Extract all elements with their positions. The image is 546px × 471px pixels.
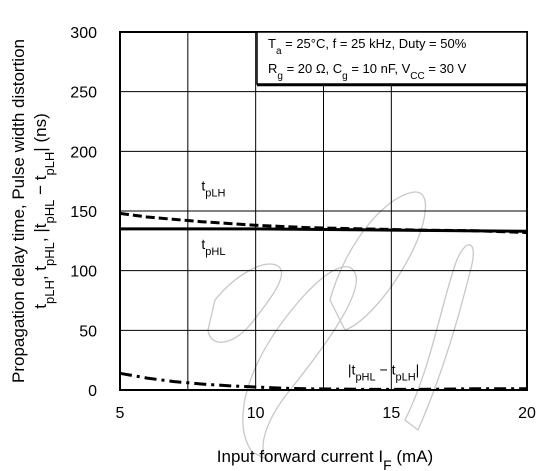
- watermark-shape: [207, 263, 283, 343]
- conditions-line-1: Ta = 25°C, f = 25 kHz, Duty = 50%: [268, 36, 467, 57]
- y-tick-label: 200: [70, 144, 97, 161]
- series-line-1: [120, 227, 528, 233]
- y-tick-label: 250: [70, 85, 97, 102]
- watermark-shape: [242, 266, 357, 461]
- series-label-1: tpHL: [201, 236, 225, 258]
- y-tick-label: 150: [70, 204, 97, 221]
- tick-labels: 0 50 100 150 200 250 300 5 10 15 20: [70, 25, 536, 422]
- y-tick-label: 50: [79, 323, 97, 340]
- y-tick-label: 0: [88, 383, 97, 400]
- x-tick-label: 15: [382, 405, 400, 422]
- x-axis-label: Input forward current IF (mA): [217, 447, 433, 471]
- x-tick-label: 20: [518, 405, 536, 422]
- axis-labels: Input forward current IF (mA) Propagation…: [9, 39, 433, 471]
- conditions-line-2: Rg = 20 Ω, Cg = 10 nF, VCC = 30 V: [268, 61, 467, 82]
- y-tick-label: 300: [70, 25, 97, 42]
- y-axis-label-line-2: tpLH, tpHL, |tpHL − tpLH| (ns): [31, 113, 57, 308]
- x-tick-label: 5: [116, 405, 125, 422]
- x-tick-label: 10: [247, 405, 265, 422]
- series-label-2: |tpHL − tpLH|: [348, 361, 419, 383]
- series-label-0: tpLH: [201, 178, 225, 200]
- watermark-shape: [404, 244, 474, 432]
- watermark: [207, 191, 474, 461]
- grid: [120, 32, 527, 390]
- watermark-shape: [329, 191, 427, 331]
- y-axis-label-line-1: Propagation delay time, Pulse width dist…: [9, 39, 28, 383]
- series-labels: tpLH tpHL |tpHL − tpLH|: [201, 178, 419, 384]
- conditions-box-border: [256, 31, 528, 85]
- y-tick-label: 100: [70, 264, 97, 281]
- conditions-box: Ta = 25°C, f = 25 kHz, Duty = 50% Rg = 20…: [256, 31, 528, 87]
